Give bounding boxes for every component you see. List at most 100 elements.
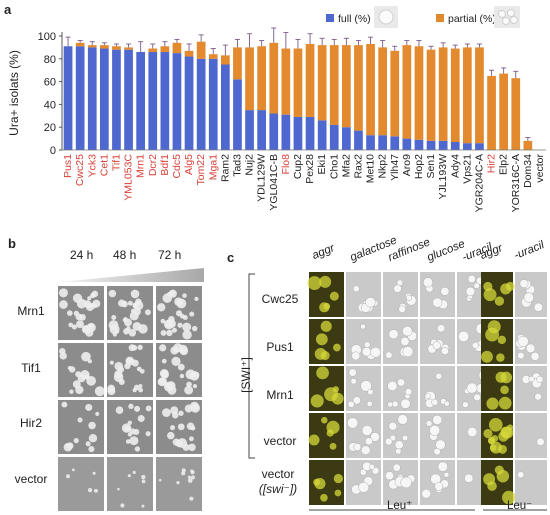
bar-partial-32 <box>450 48 460 143</box>
colony-cell-r1-c0 <box>58 343 105 397</box>
colony-spot <box>441 347 449 355</box>
panel-b: 24 h 48 h 72 h Mrn1 Tif1 Hir2 vector <box>0 240 215 515</box>
bar-full-19 <box>293 116 303 150</box>
colony-dot <box>125 356 135 366</box>
colony-cell-r1-c1 <box>107 343 153 397</box>
bar-full-3 <box>99 48 109 150</box>
colony-dot <box>117 487 120 491</box>
x-tick-label-25: Met10 <box>365 154 377 183</box>
x-tick-label-21: Eki1 <box>316 154 328 175</box>
bar-partial-14 <box>233 47 242 80</box>
bar-partial-23 <box>341 45 351 128</box>
legend-swatch-full <box>326 14 334 22</box>
bar-partial-22 <box>329 45 339 125</box>
colony-spot <box>387 380 398 391</box>
y-tick-label-60: 60 <box>44 77 56 89</box>
aggr-glow <box>332 386 340 393</box>
colony-cell-r0-c1 <box>107 286 153 340</box>
colony-dot <box>176 298 187 309</box>
colony-dot <box>77 417 83 423</box>
colony-cell-r0-c2 <box>156 286 202 340</box>
leu-plus-label: Leu⁺ <box>387 500 413 512</box>
bar-full-23 <box>341 127 351 150</box>
colony-spot <box>364 437 373 446</box>
colony-spot <box>517 335 529 347</box>
colony-dot <box>141 504 145 508</box>
bar-full-7 <box>148 51 158 150</box>
legend-colony-partial-dot-3 <box>510 16 518 24</box>
colony-dot <box>169 425 176 431</box>
colony-dot <box>191 325 198 332</box>
colony-spot <box>458 330 470 342</box>
bar-partial-20 <box>305 43 315 117</box>
colony-dot <box>189 496 194 501</box>
bar-partial-8 <box>160 46 170 52</box>
colony-dot <box>59 300 68 309</box>
colony-cell-bg <box>107 457 153 511</box>
colony-dot <box>117 366 125 373</box>
colony-spot <box>359 468 367 476</box>
colony-dot <box>177 423 185 431</box>
colony-dot <box>111 315 117 320</box>
row-label-mrn1: Mrn1 <box>17 304 45 318</box>
aggr-glow <box>320 351 330 361</box>
colony-cell-bg <box>58 457 104 511</box>
bar-partial-13 <box>220 55 230 65</box>
colony-dot <box>132 470 136 475</box>
x-tick-label-26: Nkp2 <box>377 154 389 179</box>
colony-spot <box>402 434 409 442</box>
colony-dot <box>182 330 192 340</box>
colony-dot <box>123 328 130 335</box>
pheno-cell-r3-c5 <box>481 413 514 458</box>
colony-dot <box>59 352 67 360</box>
pheno-cell-r2-c6 <box>515 366 547 411</box>
aggr-glow <box>310 394 324 408</box>
colony-spot <box>402 346 414 358</box>
colony-dot <box>124 425 131 432</box>
c-row-label-vector-line2: ([swi⁻]) <box>258 482 298 496</box>
colony-dot <box>66 442 74 450</box>
colony-spot <box>369 463 375 470</box>
row-label-hir2: Hir2 <box>19 416 42 430</box>
colony-spot <box>467 274 476 283</box>
colony-spot <box>347 417 359 429</box>
aggr-glow <box>495 371 507 383</box>
colony-spot <box>433 448 441 456</box>
colony-spot <box>528 375 535 383</box>
y-tick-label-0: 0 <box>50 145 56 157</box>
colony-dot <box>108 320 119 331</box>
colony-dot <box>121 300 128 308</box>
colony-spot <box>435 372 443 380</box>
colony-dot <box>84 374 90 380</box>
colony-cell-r0-c0 <box>58 286 104 340</box>
colony-dot <box>132 302 139 309</box>
aggr-glow <box>331 392 344 405</box>
colony-dot <box>168 316 175 323</box>
colony-spot <box>385 471 394 481</box>
colony-dot <box>109 360 114 365</box>
bar-partial-2 <box>87 45 97 48</box>
x-tick-label-14: Tad3 <box>231 154 243 177</box>
colony-spot <box>351 351 361 361</box>
bar-full-5 <box>124 49 133 150</box>
c-row-label-vector: vector <box>263 434 297 448</box>
bar-partial-15 <box>245 47 254 111</box>
time-label-48h: 48 h <box>113 248 137 262</box>
bar-full-4 <box>112 49 121 150</box>
aggr-glow <box>494 296 505 306</box>
colony-dot <box>128 403 134 410</box>
swi-bracket <box>248 273 255 459</box>
colony-dot <box>72 293 83 303</box>
bar-partial-35 <box>487 75 496 150</box>
colony-spot <box>431 398 439 406</box>
colony-dot <box>107 387 116 396</box>
colony-dot <box>87 296 92 301</box>
legend-label-full: full (%) <box>338 13 371 25</box>
x-tick-label-7: Dcr2 <box>147 154 159 176</box>
bar-partial-24 <box>354 45 363 131</box>
colony-dot <box>88 433 98 443</box>
aggr-glow <box>487 481 497 491</box>
bar-partial-29 <box>414 46 424 140</box>
colony-dot <box>68 366 76 373</box>
pheno-cell-r1-c0 <box>309 319 344 364</box>
